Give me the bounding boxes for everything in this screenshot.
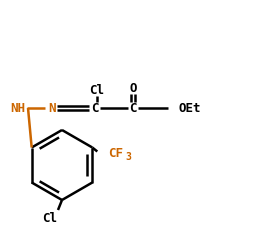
- Text: O: O: [129, 81, 137, 95]
- Text: Cl: Cl: [90, 84, 104, 96]
- Text: C: C: [91, 102, 99, 114]
- Text: Cl: Cl: [42, 211, 57, 225]
- Text: NH: NH: [11, 102, 25, 114]
- Text: CF: CF: [108, 147, 123, 160]
- Text: N: N: [48, 102, 56, 114]
- Text: C: C: [129, 102, 137, 114]
- Text: OEt: OEt: [179, 102, 201, 114]
- Text: 3: 3: [125, 151, 131, 162]
